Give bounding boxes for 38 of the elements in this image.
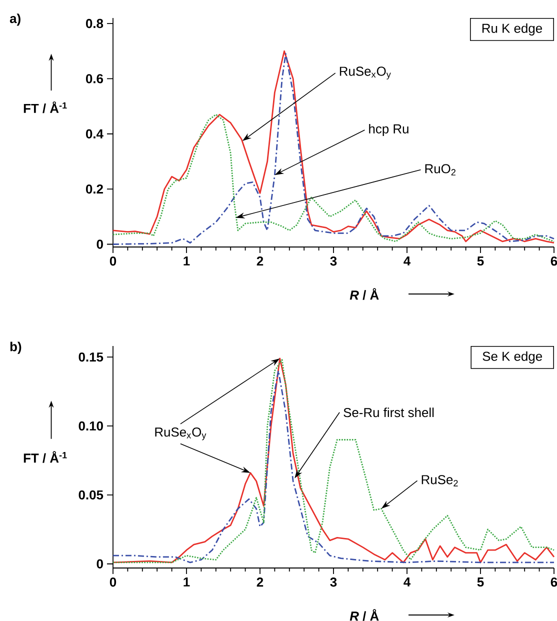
y-tick-label: 0 [96,240,103,249]
annotation: RuSe$_{x}$O$_{y}$ [155,427,206,440]
x-tick-label: 0 [110,578,116,587]
y-tick-label: 0.10 [78,421,103,431]
y-tick-label: 0.15 [78,352,104,362]
y-tick-label: 0 [96,559,103,568]
chart-title: Se K edge [482,351,542,364]
x-tick-label: 4 [404,578,411,586]
y-tick-label: 0.8 [86,18,104,28]
x-axis-title: R / Å [350,288,379,300]
x-tick-label: 1 [184,578,190,586]
x-tick-label: 5 [477,578,484,587]
x-tick-label: 3 [330,256,337,266]
y-tick-label: 0.4 [86,129,104,138]
y-tick-label: 0.6 [86,74,104,84]
annotation: Se-Ru first shell [344,408,434,418]
x-tick-label: 6 [550,256,557,266]
annotation: RuSe$_{x}$O$_{y}$ [340,66,391,80]
text: a) [10,14,20,26]
y-axis-title: FT / Å$^{-1}$ [24,101,67,114]
x-tick-label: 6 [550,578,557,587]
x-tick-label: 0 [110,256,116,266]
annotation: RuSe$_{2}$ [422,475,458,486]
annotation: hcp Ru [369,124,408,136]
line-series [112,114,555,242]
chart-title: Ru K edge [482,23,542,36]
annotation: RuO$_{2}$ [425,164,456,176]
y-tick-label: 0.2 [86,184,103,194]
y-axis-title: FT / Å$^{-1}$ [24,451,67,463]
text: b) [10,342,22,354]
x-tick-label: 2 [256,256,264,266]
x-tick-label: 3 [330,578,337,587]
x-tick-label: 1 [184,256,190,266]
x-axis-title: R / Å [350,609,379,621]
x-tick-label: 5 [477,256,484,266]
y-tick-label: 0.05 [78,490,104,500]
x-tick-label: 2 [256,578,264,587]
x-tick-label: 4 [404,256,411,266]
